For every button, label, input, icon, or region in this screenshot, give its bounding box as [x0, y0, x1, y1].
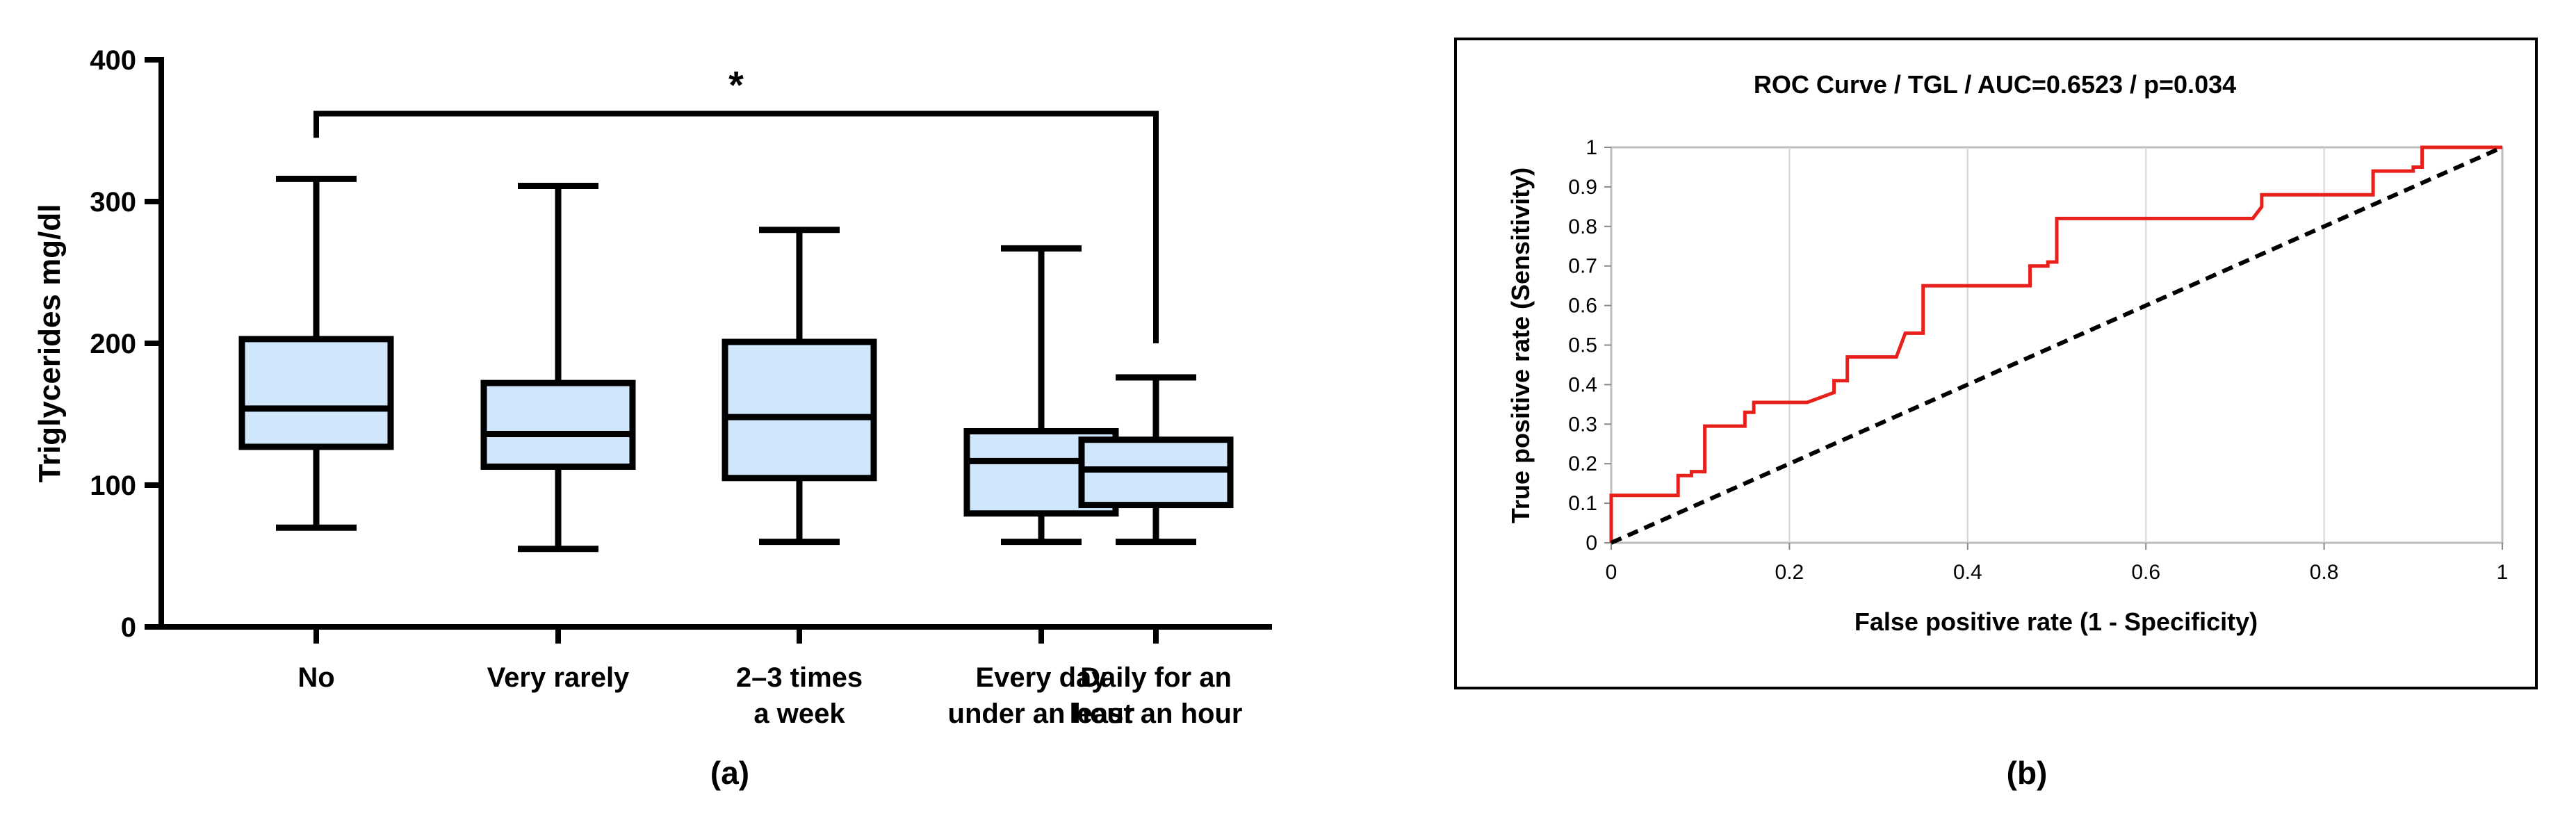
box-1: No [238, 175, 394, 693]
panel-label-b: (b) [2007, 755, 2048, 791]
x-tick-label: 1 [2497, 561, 2509, 584]
x-tick-label: under an hour [948, 698, 1135, 729]
roc-curve-line [1609, 145, 2502, 543]
y-tick-label: 0.4 [1568, 373, 1597, 396]
x-tick-label: 0.2 [1775, 561, 1804, 584]
y-tick-label: 0.5 [1568, 334, 1597, 357]
box-2: Very rarely [480, 183, 636, 693]
significance-marker: * [728, 63, 744, 107]
x-axis-label: False positive rate (1 - Specificity) [1854, 607, 2258, 636]
panel-frame [1454, 38, 2538, 689]
y-tick-label: 200 [90, 329, 136, 359]
y-axis-label: True positive rate (Sensitivity) [1506, 167, 1535, 523]
iqr-box [722, 338, 877, 482]
y-tick-label: 0 [1585, 532, 1597, 555]
boxplot-panel: 0 100 200 300 400 Triglycerides mg/dl No Very r… [33, 45, 1272, 791]
y-tick-label: 0.3 [1568, 413, 1597, 436]
y-axis-label: Triglycerides mg/dl [33, 204, 67, 482]
y-tick-label: 0.2 [1568, 452, 1597, 475]
x-tick-label: 0.4 [1953, 561, 1982, 584]
x-tick-label: 0.8 [2310, 561, 2339, 584]
x-tick-label: 2–3 times [736, 662, 863, 693]
x-tick-label: Every day [975, 662, 1107, 693]
y-tick-label: 0 [121, 612, 136, 643]
y-tick-label: 0.1 [1568, 492, 1597, 515]
roc-panel: 0 0.2 0.4 0.6 0.8 1 0 0.1 0.2 0.3 0.4 0.5 0.6 0.7 0.8 0… [1454, 38, 2538, 791]
x-tick-label: No [297, 662, 334, 693]
y-tick-label: 0.8 [1568, 215, 1597, 238]
y-tick-label: 400 [90, 45, 136, 76]
iqr-box [238, 336, 394, 450]
y-tick-label: 1 [1585, 136, 1597, 159]
significance-bracket [313, 111, 1159, 343]
panel-label-a: (a) [710, 755, 749, 791]
y-tick-label: 100 [90, 471, 136, 501]
x-tick-label: 0.6 [2131, 561, 2160, 584]
y-tick-label: 0.7 [1568, 255, 1597, 278]
x-tick-label: 0 [1606, 561, 1617, 584]
x-tick-label: Daily for an [1080, 662, 1232, 693]
iqr-box [480, 379, 636, 470]
box-5: Daily for an least an hour [1070, 374, 1243, 729]
box-4: Every day under an hour [948, 245, 1135, 729]
x-tick-label: a week [753, 698, 845, 729]
y-tick-label: 0.6 [1568, 295, 1597, 318]
x-tick-label: Very rarely [487, 662, 630, 693]
x-tick-label: least an hour [1070, 698, 1243, 729]
chart-title: ROC Curve / TGL / AUC=0.6523 / p=0.034 [1754, 70, 2236, 99]
y-tick-label: 0.9 [1568, 176, 1597, 199]
box-3: 2–3 times a week [722, 227, 877, 729]
y-tick-label: 300 [90, 187, 136, 218]
